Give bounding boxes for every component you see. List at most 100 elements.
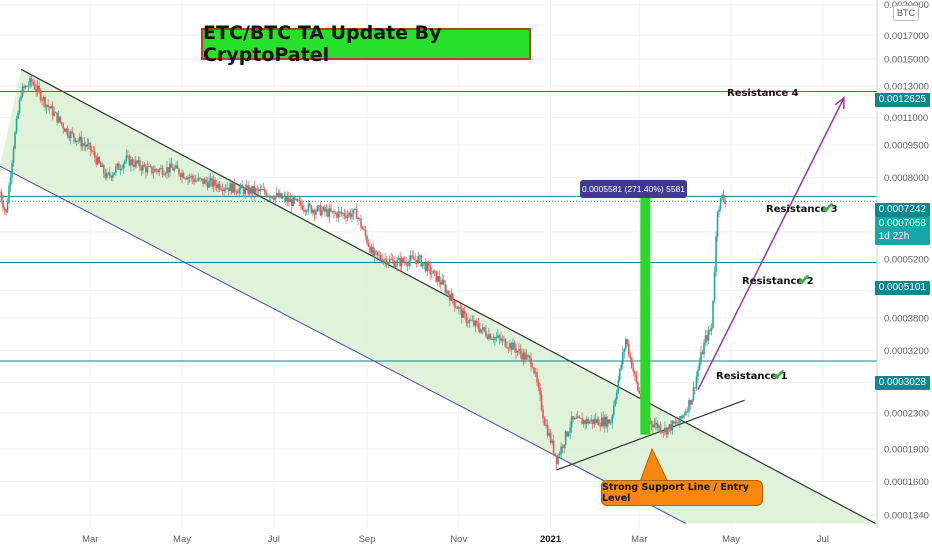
- resistance-4-price-tag: 0.0012625: [874, 93, 930, 107]
- candle-body: [716, 212, 719, 237]
- candle-body: [527, 355, 529, 356]
- candle-body: [23, 86, 25, 88]
- candle-body: [203, 179, 206, 184]
- candle-body: [163, 174, 165, 176]
- candle-body: [530, 357, 532, 367]
- candle-body: [263, 189, 266, 193]
- candle-body: [340, 211, 343, 214]
- candle-body: [181, 172, 183, 177]
- candle-body: [291, 199, 293, 207]
- candle-body: [692, 387, 695, 400]
- time-tick-label: 2021: [540, 534, 562, 545]
- candle-body: [555, 455, 558, 465]
- candle-body: [169, 163, 171, 173]
- candle-body: [233, 182, 236, 192]
- candle-body: [282, 197, 284, 199]
- candle-body: [33, 84, 36, 89]
- candle-body: [122, 164, 125, 169]
- candle-body: [113, 172, 116, 175]
- candle-body: [579, 417, 582, 419]
- candle-body: [226, 187, 228, 190]
- candle-body: [680, 416, 683, 418]
- time-tick-label: Mar: [631, 534, 647, 545]
- candle-body: [485, 330, 487, 336]
- price-tick-label: 0.0003800: [884, 314, 929, 325]
- candle-body: [218, 183, 221, 190]
- candle-body: [453, 300, 456, 307]
- candle-body: [18, 99, 21, 113]
- candle-body: [656, 422, 659, 429]
- candle-body: [295, 198, 298, 200]
- candle-body: [606, 419, 609, 427]
- candle-body: [561, 446, 564, 449]
- candle-body: [483, 327, 486, 331]
- candle-body: [345, 216, 347, 219]
- candle-body: [403, 261, 406, 263]
- candle-body: [101, 165, 104, 167]
- candle-body: [603, 416, 606, 427]
- candle-body: [352, 209, 355, 215]
- candle-body: [668, 424, 671, 428]
- candle-body: [695, 376, 698, 389]
- price-tick-label: 0.0003200: [884, 346, 929, 357]
- candle-body: [703, 342, 705, 355]
- candle-body: [712, 300, 714, 329]
- candle-body: [685, 411, 687, 415]
- candle-body: [257, 189, 260, 192]
- candle-body: [384, 259, 386, 261]
- candle-body: [494, 337, 496, 340]
- candle-body: [116, 163, 119, 167]
- candle-body: [582, 420, 585, 425]
- candle-body: [655, 422, 657, 425]
- time-tick-label: Mar: [82, 534, 98, 545]
- candle-body: [86, 143, 89, 147]
- candle-body: [721, 194, 723, 199]
- candle-body: [24, 85, 27, 88]
- candle-body: [173, 167, 176, 171]
- candle-body: [500, 337, 502, 341]
- candle-body: [136, 160, 138, 164]
- candle-body: [597, 419, 600, 426]
- candle-body: [480, 329, 483, 333]
- candle-body: [259, 189, 262, 192]
- candle-body: [93, 151, 96, 158]
- candle-body: [109, 172, 111, 176]
- candle-body: [664, 427, 666, 433]
- candle-body: [578, 416, 580, 418]
- candle-body: [221, 189, 224, 192]
- candle-body: [447, 290, 450, 295]
- candle-body: [327, 209, 329, 217]
- candle-body: [473, 320, 475, 326]
- candle-body: [429, 265, 432, 274]
- candle-body: [486, 335, 489, 339]
- candle-body: [459, 307, 462, 309]
- candle-body: [236, 192, 239, 194]
- candle-body: [379, 255, 382, 260]
- time-axis: Mar May Jul Sep Nov 2021 Mar May Jul: [82, 534, 829, 545]
- resistance-4-label: Resistance 4: [727, 88, 799, 99]
- candle-body: [175, 165, 177, 168]
- candle-body: [609, 422, 612, 424]
- candle-body: [709, 329, 711, 331]
- candle-body: [272, 198, 275, 200]
- candle-body: [551, 440, 553, 443]
- candle-body: [707, 329, 710, 341]
- candle-body: [454, 306, 457, 308]
- candle-body: [467, 322, 469, 324]
- candle-body: [445, 290, 448, 293]
- candle-body: [118, 163, 120, 170]
- candle-body: [361, 227, 364, 230]
- candle-body: [635, 374, 638, 382]
- candle-body: [424, 263, 427, 272]
- candle-body: [39, 90, 42, 101]
- candle-body: [74, 137, 77, 142]
- candle-body: [400, 258, 403, 267]
- candle-body: [590, 419, 592, 422]
- candle-body: [615, 392, 618, 400]
- target-arrow: [697, 97, 845, 391]
- candle-body: [309, 203, 311, 206]
- candle-body: [558, 454, 561, 456]
- price-tick-label: 0.0002300: [884, 408, 929, 419]
- candle-body: [275, 192, 278, 196]
